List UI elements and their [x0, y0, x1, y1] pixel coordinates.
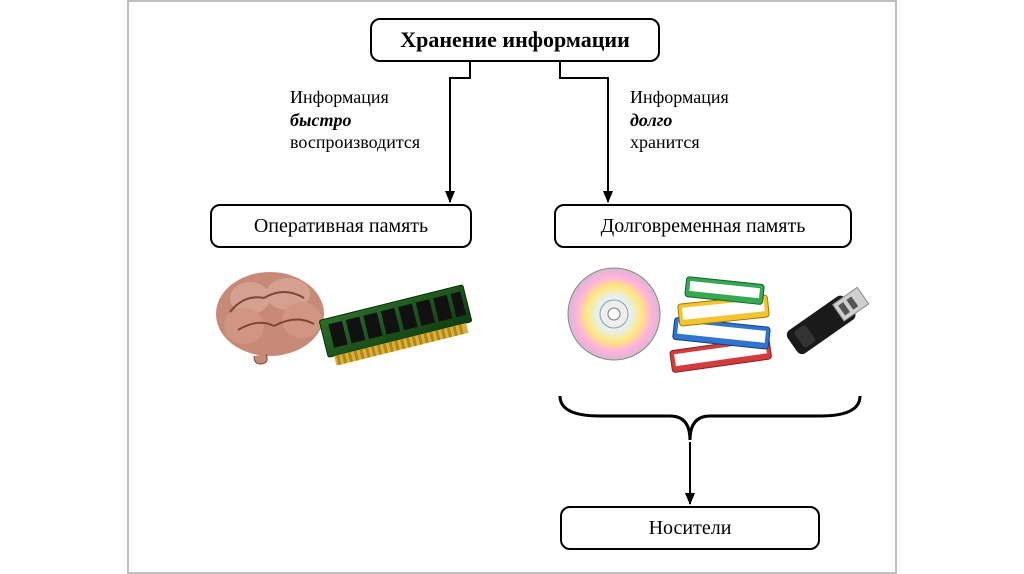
- edge-label-left-line1: Информация: [290, 86, 420, 109]
- edge-label-right-line1: Информация: [630, 86, 729, 109]
- edge-label-right-line3: хранится: [630, 131, 729, 154]
- edge-label-right: Информация долго хранится: [630, 86, 729, 154]
- node-ram: Оперативная память: [210, 204, 472, 248]
- node-title-label: Хранение информации: [400, 27, 630, 53]
- edge-label-right-line2: долго: [630, 109, 729, 132]
- node-longterm-label: Долговременная память: [601, 215, 806, 238]
- node-media: Носители: [560, 506, 820, 550]
- edge-label-left-line2: быстро: [290, 109, 420, 132]
- node-media-label: Носители: [649, 517, 732, 540]
- node-longterm: Долговременная память: [554, 204, 852, 248]
- edge-label-left: Информация быстро воспроизводится: [290, 86, 420, 154]
- edge-label-left-line3: воспроизводится: [290, 131, 420, 154]
- node-title: Хранение информации: [370, 18, 660, 62]
- node-ram-label: Оперативная память: [254, 215, 428, 238]
- diagram-frame: [127, 0, 897, 574]
